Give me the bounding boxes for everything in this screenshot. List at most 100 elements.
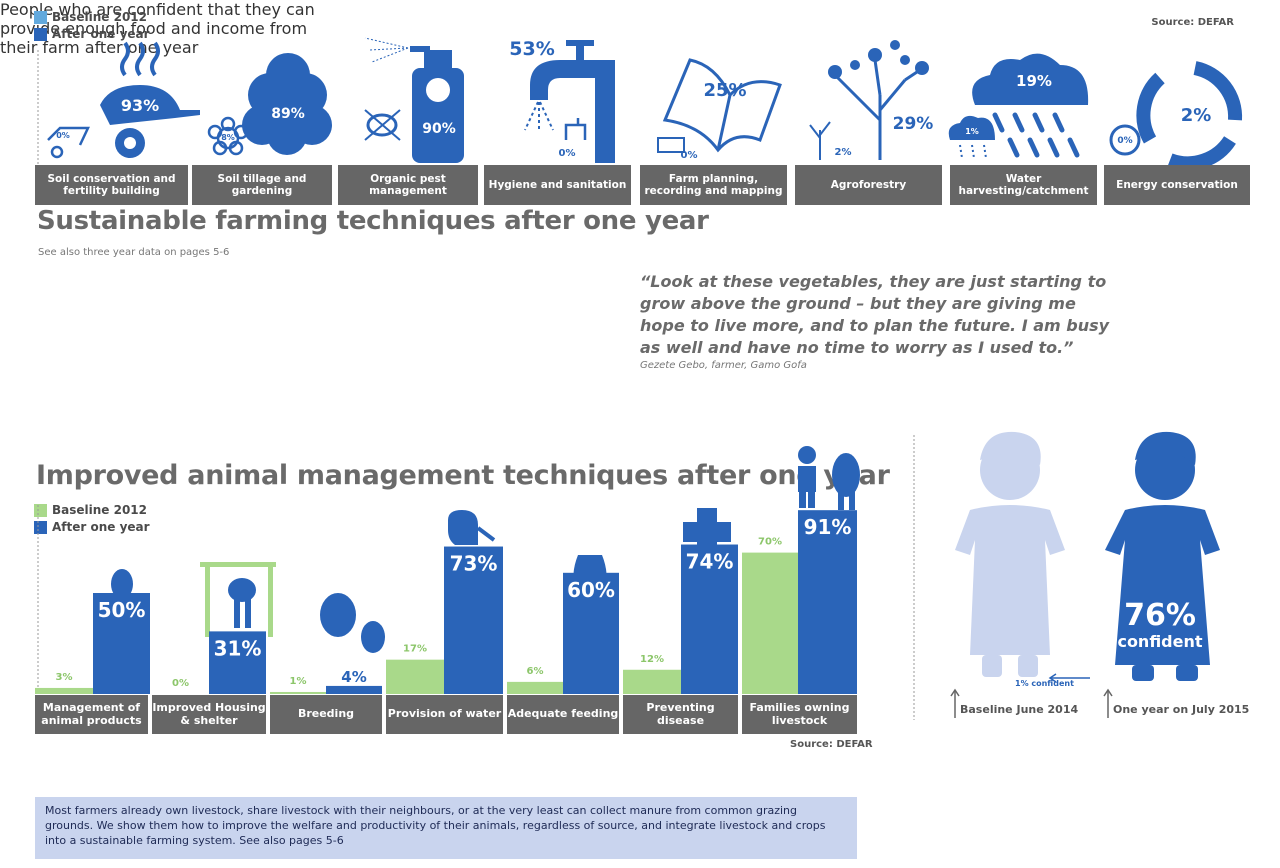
- top-after-label-5: 25%: [703, 80, 747, 101]
- after-confidence-value: 76%: [1124, 598, 1196, 633]
- animal-category-4: Provision of water: [386, 695, 503, 734]
- baseline-bar-label: 3%: [56, 672, 73, 683]
- farmer-quote: “Look at these vegetables, they are just…: [640, 272, 1110, 357]
- animal-title: Improved animal management techniques af…: [36, 460, 890, 491]
- legend-swatch-after: [34, 27, 47, 41]
- baseline-arrow-icon: [1048, 673, 1090, 683]
- watering-can-icon: [448, 510, 496, 545]
- top-after-label-4: 53%: [509, 38, 555, 60]
- top-baseline-label-5: 0%: [680, 150, 698, 161]
- livestock-note: Most farmers already own livestock, shar…: [35, 797, 857, 859]
- top-after-label-7: 19%: [1016, 72, 1052, 90]
- tree-icon: [809, 59, 921, 160]
- top-category-8: Energy conservation: [1104, 165, 1250, 205]
- animal-category-2: Improved Housing & shelter: [152, 695, 266, 734]
- top-subtitle: See also three year data on pages 5-6: [38, 247, 230, 258]
- baseline-bar: [270, 691, 326, 694]
- top-category-7: Water harvesting/catchment: [950, 165, 1097, 205]
- top-category-6: Agroforestry: [795, 165, 942, 205]
- baseline-bar: [386, 659, 444, 694]
- sheep-icon: [320, 593, 385, 653]
- legend-baseline: Baseline 2012: [34, 10, 147, 24]
- baseline-bar: [35, 687, 93, 694]
- top-category-5: Farm planning, recording and mapping: [640, 165, 787, 205]
- confidence-caption: People who are confident that they can p…: [0, 0, 315, 57]
- confidence-figures: [913, 431, 1220, 720]
- after-bar-label: 74%: [686, 550, 734, 574]
- after-bar-label: 50%: [98, 598, 146, 622]
- spray-bottle-icon: [364, 37, 464, 163]
- animal-category-5: Adequate feeding: [507, 695, 619, 734]
- legend-label-after: After one year: [52, 520, 150, 534]
- top-baseline-label-6: 2%: [834, 147, 852, 158]
- book-icon: [657, 58, 782, 153]
- after-date-label: One year on July 2015: [1113, 703, 1250, 716]
- top-icons: [37, 37, 1243, 170]
- baseline-bar-label: 6%: [527, 666, 544, 677]
- legend-swatch-after: [34, 520, 47, 534]
- top-after-label-3: 90%: [422, 121, 456, 137]
- legend-label-after: After one year: [52, 27, 150, 41]
- recycle-icon: [1109, 61, 1243, 170]
- top-baseline-label-1: 0%: [56, 131, 70, 140]
- baseline-bar: [742, 552, 798, 694]
- after-bar: [326, 685, 382, 694]
- legend-swatch-baseline: [34, 10, 47, 24]
- rain-cloud-icon: [948, 53, 1089, 159]
- woman-after-icon: [1105, 431, 1220, 681]
- top-category-1: Soil conservation and fertility building: [35, 165, 188, 205]
- top-after-label-8: 2%: [1180, 105, 1212, 126]
- animal-category-1: Management of animal products: [35, 695, 148, 734]
- after-bar: [444, 546, 503, 694]
- top-baseline-label-4: 0%: [558, 148, 576, 159]
- top-after-label-1: 93%: [120, 96, 160, 115]
- top-baseline-label-2: 8%: [221, 133, 235, 142]
- quote-attribution: Gezete Gebo, farmer, Gamo Gofa: [640, 360, 807, 371]
- family-livestock-icon: [798, 446, 860, 510]
- after-bar-label: 91%: [804, 515, 852, 539]
- animal-legend-baseline: Baseline 2012: [34, 503, 147, 517]
- axis-marker-icons: [950, 688, 1113, 718]
- animal-category-6: Preventing disease: [623, 695, 738, 734]
- after-bar: [93, 593, 150, 694]
- top-title: Sustainable farming techniques after one…: [37, 206, 709, 236]
- flower-icon: [207, 53, 332, 156]
- legend-swatch-baseline: [34, 503, 47, 517]
- top-source: Source: DEFAR: [1151, 17, 1234, 28]
- after-bar: [798, 510, 857, 694]
- after-bar-label: 73%: [450, 552, 498, 576]
- top-after-label-6: 29%: [892, 114, 934, 134]
- wheelbarrow-icon: [47, 41, 200, 159]
- shelter-icon: [200, 562, 276, 637]
- top-after-label-2: 89%: [271, 106, 305, 122]
- tree-leaves: [828, 40, 929, 79]
- baseline-bar-label: 0%: [172, 678, 189, 689]
- after-bar-label: 4%: [341, 668, 366, 686]
- animal-legend-after: After one year: [34, 520, 150, 534]
- after-bar: [563, 572, 619, 694]
- top-baseline-label-7: 1%: [965, 127, 979, 136]
- after-bar-label: 31%: [214, 636, 262, 660]
- baseline-bar-label: 12%: [640, 654, 664, 665]
- baseline-bar-label: 70%: [758, 537, 782, 548]
- animal-category-3: Breeding: [270, 695, 382, 734]
- woman-baseline-icon: [955, 431, 1065, 677]
- baseline-confidence-label: 1% confident: [1015, 679, 1074, 688]
- after-bar-label: 60%: [567, 578, 615, 602]
- baseline-bar-label: 1%: [290, 676, 307, 687]
- water-tap-icon: [524, 40, 615, 163]
- top-category-3: Organic pest management: [338, 165, 478, 205]
- legend-label-baseline: Baseline 2012: [52, 10, 148, 24]
- baseline-bar: [507, 681, 563, 694]
- after-bar: [681, 544, 738, 694]
- baseline-bar: [623, 669, 681, 694]
- top-category-2: Soil tillage and gardening: [192, 165, 332, 205]
- after-bar: [209, 631, 266, 694]
- baseline-date-label: Baseline June 2014: [960, 703, 1079, 716]
- top-baseline-label-8: 0%: [1117, 136, 1133, 146]
- animal-category-7: Families owning livestock: [742, 695, 857, 734]
- baseline-bar-label: 17%: [403, 644, 427, 655]
- legend-after: After one year: [34, 27, 150, 41]
- animal-bar-chart: 3% 50% 0% 31% 1% 4% 17% 73% 6% 60% 12% 74% 70% 91%: [35, 446, 860, 694]
- legend-label-baseline: Baseline 2012: [52, 503, 148, 517]
